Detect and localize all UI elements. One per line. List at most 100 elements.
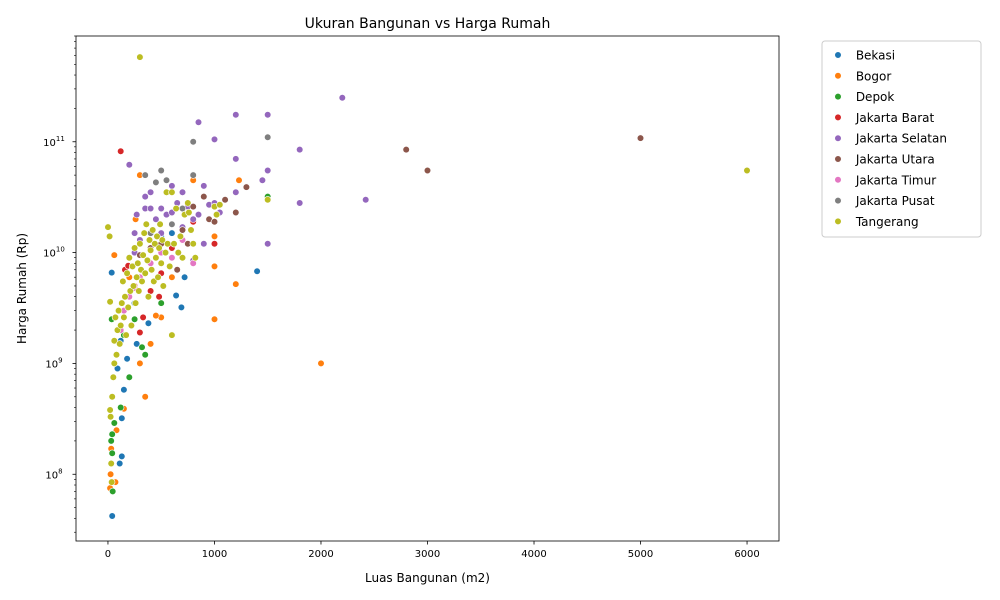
data-point — [187, 226, 195, 234]
data-point — [317, 359, 325, 368]
data-point — [189, 240, 197, 248]
data-point — [210, 218, 219, 226]
data-point — [148, 266, 156, 274]
data-point — [108, 449, 116, 457]
data-point — [296, 146, 304, 154]
data-point — [116, 459, 124, 468]
data-point — [147, 188, 155, 196]
legend-label: Bogor — [852, 69, 891, 83]
data-point — [110, 359, 118, 368]
data-point — [117, 147, 125, 155]
x-tick-label: 2000 — [308, 549, 333, 560]
data-point — [139, 313, 147, 322]
data-point — [120, 386, 128, 394]
legend-label: Jakarta Pusat — [852, 194, 935, 208]
data-point — [168, 254, 176, 262]
data-point — [177, 303, 185, 312]
data-point — [133, 273, 141, 281]
data-point — [106, 413, 115, 421]
y-tick-label: 1011 — [43, 135, 65, 149]
data-point — [185, 208, 193, 217]
x-axis-title: Luas Bangunan (m2) — [365, 571, 490, 585]
data-point — [216, 201, 224, 209]
legend-marker — [834, 134, 842, 142]
data-point — [402, 146, 410, 154]
data-point — [141, 193, 149, 201]
data-point — [114, 307, 123, 315]
data-point — [125, 161, 133, 169]
y-tick-label: 109 — [45, 356, 62, 370]
data-point — [106, 406, 114, 414]
data-point — [142, 220, 150, 228]
data-point — [141, 393, 149, 401]
data-point — [181, 273, 189, 281]
data-point — [200, 193, 208, 201]
data-point — [132, 299, 140, 307]
data-point — [157, 166, 165, 175]
data-point — [157, 204, 165, 213]
chart-title: Ukuran Bangunan vs Harga Rumah — [305, 16, 551, 32]
data-point — [162, 176, 171, 184]
data-point — [213, 211, 221, 219]
data-point — [147, 204, 155, 213]
data-point — [168, 331, 176, 339]
data-point — [107, 459, 115, 468]
data-point — [119, 277, 127, 286]
legend-label: Bekasi — [852, 49, 895, 63]
data-point — [128, 262, 137, 271]
data-point — [112, 351, 121, 359]
x-axis: 0 1000 2000 3000 4000 5000 6000 — [105, 541, 760, 560]
data-point — [232, 155, 240, 163]
legend-label: Jakarta Selatan — [852, 132, 947, 146]
data-point — [178, 254, 187, 262]
data-point — [296, 199, 304, 207]
data-point — [189, 203, 197, 211]
data-point — [743, 166, 751, 175]
data-point — [189, 138, 197, 146]
data-point — [157, 299, 165, 307]
data-point — [170, 240, 178, 248]
data-point — [264, 240, 272, 248]
data-point — [109, 487, 117, 496]
legend-marker — [834, 155, 842, 163]
data-point — [258, 176, 267, 184]
data-point — [194, 118, 203, 126]
data-point — [184, 199, 192, 207]
legend-frame — [821, 40, 982, 238]
data-point — [423, 166, 432, 175]
data-point — [133, 211, 141, 219]
data-point — [210, 262, 219, 271]
data-point — [174, 249, 182, 257]
data-point — [125, 254, 133, 262]
data-point — [155, 293, 163, 301]
plot-area-frame — [75, 35, 780, 542]
data-point — [110, 419, 118, 427]
data-point — [147, 246, 155, 254]
data-point — [108, 478, 116, 486]
data-point — [178, 226, 187, 234]
data-point — [118, 299, 126, 307]
data-point — [140, 229, 148, 237]
data-point — [139, 251, 147, 259]
data-point — [138, 277, 146, 286]
data-point — [147, 340, 155, 348]
data-point — [156, 220, 164, 228]
data-point — [144, 319, 152, 327]
data-point — [168, 182, 176, 190]
data-point — [105, 232, 114, 240]
data-point — [152, 254, 160, 262]
data-point — [123, 269, 131, 277]
data-point — [125, 373, 133, 381]
data-point — [210, 240, 219, 248]
data-point — [118, 452, 126, 461]
legend-label: Jakarta Timur — [852, 173, 936, 187]
data-point — [136, 53, 144, 61]
data-point — [129, 282, 138, 290]
data-point — [168, 188, 176, 196]
data-point — [362, 196, 370, 204]
data-point — [178, 204, 187, 213]
data-point — [166, 262, 174, 271]
data-point — [235, 176, 243, 184]
data-point — [110, 251, 118, 259]
